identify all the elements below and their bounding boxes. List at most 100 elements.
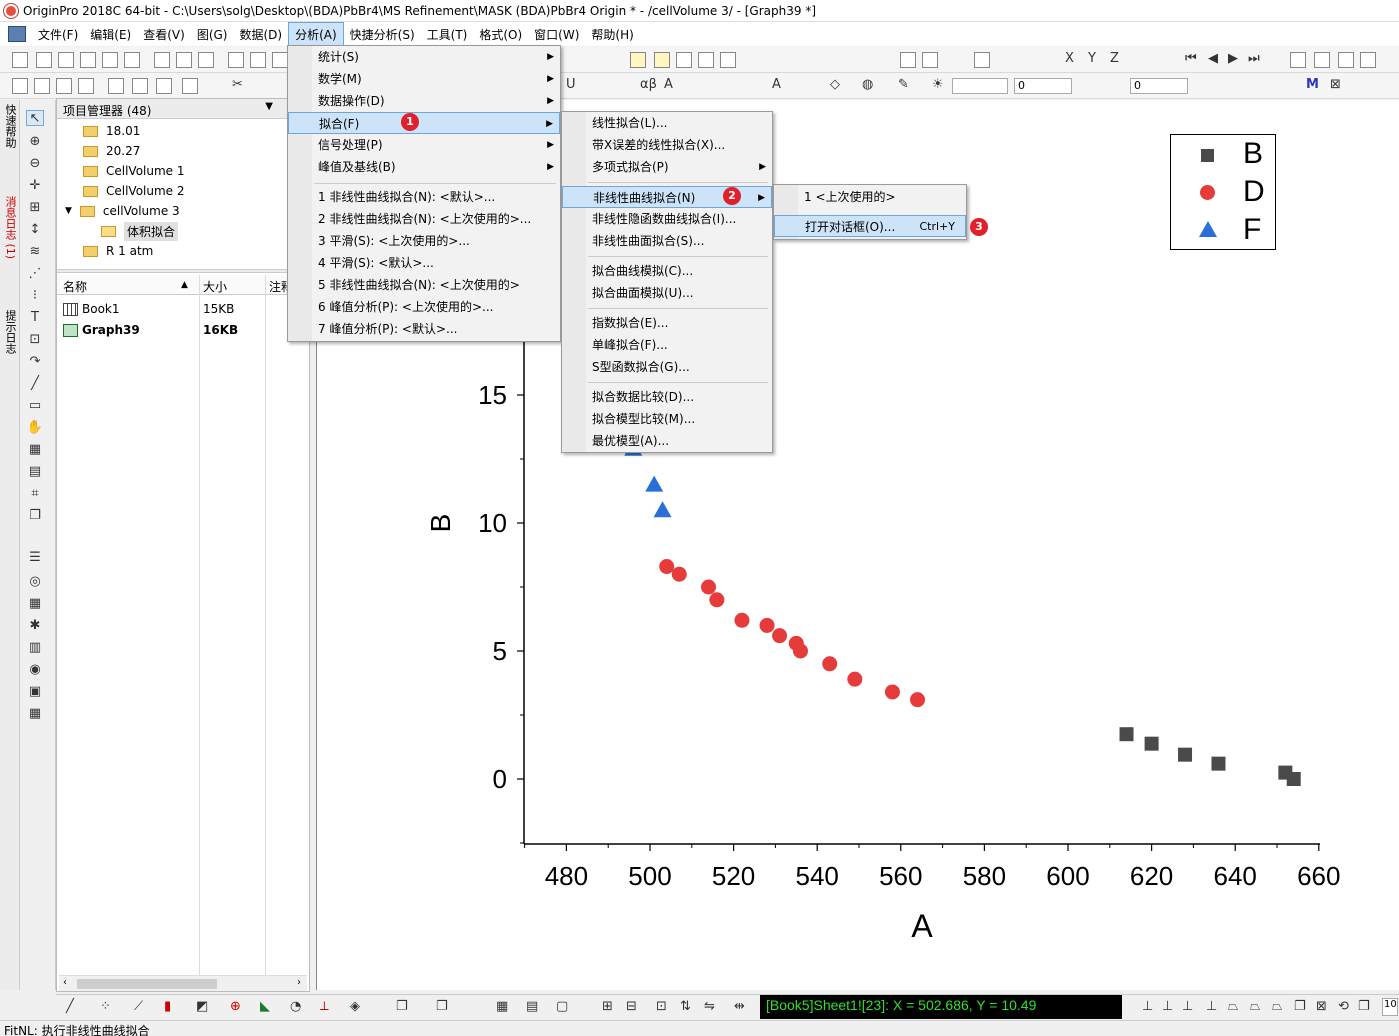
batch-icon[interactable] [108, 78, 124, 94]
filter-icon[interactable] [974, 52, 990, 68]
plugin-icon[interactable] [1290, 52, 1306, 68]
menu-compare-models[interactable]: 拟合模型比较(M)... [592, 412, 696, 426]
menu-quick-analysis[interactable]: 快捷分析(S) [349, 27, 415, 42]
recorder-icon[interactable]: ◉ [29, 662, 41, 677]
3d-plot-icon[interactable]: ◈ [350, 999, 360, 1014]
menu-analysis[interactable]: 分析(A) [288, 21, 344, 47]
import-multiple-icon[interactable] [34, 78, 50, 94]
recent-item[interactable]: 2 非线性曲线拟合(N): <上次使用的>... [318, 212, 532, 226]
menu-signal-processing[interactable]: 信号处理(P) ▶ [318, 138, 554, 152]
new-function-icon[interactable] [154, 52, 170, 68]
last-icon[interactable]: ⏭ [1248, 51, 1260, 66]
move-icon[interactable]: ↕ [29, 222, 41, 237]
layer-icon[interactable]: ❐ [436, 999, 448, 1014]
column-name[interactable]: 名称 [63, 280, 88, 294]
align-icon[interactable]: ⊥ [1182, 999, 1194, 1014]
recent-item[interactable]: 7 峰值分析(P): <默认>... [318, 322, 458, 336]
merge-icon[interactable]: M [1306, 77, 1319, 92]
data-reader-icon[interactable]: ≋ [29, 244, 41, 259]
save-icon[interactable] [272, 52, 288, 68]
menu-exponential-fit[interactable]: 指数拟合(E)... [592, 316, 669, 330]
recent-item[interactable]: 6 峰值分析(P): <上次使用的>... [318, 300, 494, 314]
tab-hint-log[interactable]: 提示日志 [4, 310, 17, 354]
scale-icon[interactable]: ⊞ [29, 200, 41, 215]
apps-icon[interactable] [1360, 52, 1376, 68]
text-tool-icon[interactable]: T [31, 310, 39, 325]
batch-icon[interactable] [132, 78, 148, 94]
tab-message-log[interactable]: 消息日志 (1) [4, 196, 17, 260]
menu-mathematics[interactable]: 数学(M) ▶ [318, 72, 554, 86]
zoom-region-icon[interactable] [654, 52, 670, 68]
import-icon[interactable] [12, 78, 28, 94]
line-tool-icon[interactable]: ╱ [31, 376, 39, 391]
collapse-icon[interactable]: ▼ [265, 101, 273, 112]
x-axis-icon[interactable]: X [1065, 51, 1074, 66]
cut-icon[interactable]: ✂ [232, 77, 243, 92]
scroll-left-icon[interactable]: ‹ [63, 977, 67, 988]
tree-folder-expanded[interactable]: ▼ cellVolume 3 [65, 204, 180, 218]
tree-folder-selected[interactable]: 体积拟合 [101, 221, 179, 241]
data-selector-icon[interactable]: ⁝ [32, 288, 38, 303]
table-icon[interactable]: ▦ [28, 706, 42, 721]
merge-graph-icon[interactable]: ⊞ [602, 999, 613, 1014]
align-icon[interactable]: ⊥ [1142, 999, 1154, 1014]
duplicate-icon[interactable] [182, 78, 198, 94]
star-icon[interactable]: ✱ [29, 618, 41, 633]
line-color-icon[interactable]: ✎ [898, 77, 909, 92]
tree-folder[interactable]: CellVolume 1 [83, 161, 185, 181]
scatter-plot-icon[interactable]: ⁘ [100, 999, 111, 1014]
pointer-icon[interactable]: ↖ [26, 110, 44, 126]
apps-icon[interactable] [1314, 52, 1330, 68]
roi-icon[interactable]: ⌗ [31, 486, 39, 501]
align-icon[interactable]: ⊥ [1162, 999, 1174, 1014]
link-icon[interactable]: ⇋ [704, 999, 715, 1014]
fill-color-icon[interactable]: ◇ [830, 77, 840, 92]
column-size[interactable]: 大小 [203, 280, 228, 294]
new-graph-icon[interactable] [124, 52, 140, 68]
horizontal-scrollbar[interactable]: ‹ › [59, 975, 307, 991]
rotate-icon[interactable]: ⟲ [1338, 999, 1349, 1014]
menu-fitting[interactable]: 拟合(F) ▶ [288, 112, 560, 134]
menu-polynomial-fit[interactable]: 多项式拟合(P) ▶ [592, 160, 766, 174]
copy-icon[interactable]: ❐ [1358, 999, 1370, 1014]
import-wizard-icon[interactable] [56, 78, 72, 94]
menu-open-dialog[interactable]: 打开对话框(O)... Ctrl+Y [774, 215, 966, 237]
break-icon[interactable]: ⇹ [734, 999, 745, 1014]
align-icon[interactable]: ⊥ [1206, 999, 1218, 1014]
menu-simulate-surface[interactable]: 拟合曲面模拟(U)... [592, 286, 694, 300]
resize-icon[interactable]: ⊠ [1316, 999, 1327, 1014]
tree-folder[interactable]: CellVolume 2 [83, 181, 185, 201]
list-icon[interactable]: ☰ [29, 550, 41, 565]
line-width-select[interactable]: 0 [1014, 78, 1072, 94]
curve-icon[interactable]: ↷ [29, 354, 41, 369]
draw-data-icon[interactable]: ⊡ [29, 332, 41, 347]
rectangle-icon[interactable]: ▭ [28, 398, 42, 413]
menu-compare-datasets[interactable]: 拟合数据比较(D)... [592, 390, 695, 404]
line-plot-icon[interactable]: ╱ [66, 999, 74, 1014]
scroll-thumb[interactable] [77, 979, 217, 989]
shape-icon[interactable]: ⏢ [1250, 999, 1261, 1014]
arrange-icon[interactable]: ⊡ [656, 999, 667, 1014]
open-template-icon[interactable] [250, 52, 266, 68]
unmerge-icon[interactable]: ⊠ [1330, 77, 1341, 92]
brightness-icon[interactable]: ☀ [932, 77, 944, 92]
menu-nonlinear-surface-fit[interactable]: 非线性曲面拟合(S)... [592, 234, 705, 248]
menu-peaks-baseline[interactable]: 峰值及基线(B) ▶ [318, 160, 554, 174]
symbol-size-select[interactable]: 0 [1130, 78, 1188, 94]
menu-tools[interactable]: 工具(T) [426, 27, 468, 42]
greek-icon[interactable]: αβ [640, 77, 657, 92]
splitter[interactable] [57, 269, 309, 273]
workbook-icon[interactable] [8, 26, 26, 42]
worksheet-icon[interactable] [676, 52, 692, 68]
menu-single-peak-fit[interactable]: 单峰拟合(F)... [592, 338, 668, 352]
menu-edit[interactable]: 编辑(E) [90, 27, 132, 42]
menu-window[interactable]: 窗口(W) [534, 27, 580, 42]
column-chart-icon[interactable]: ▮ [164, 999, 172, 1014]
folder-icon[interactable]: ▣ [28, 684, 42, 699]
line-style-select[interactable] [952, 78, 1008, 94]
menu-graph[interactable]: 图(G) [196, 27, 228, 42]
menu-nlfit-last-used[interactable]: 1 <上次使用的> [804, 190, 896, 204]
copy-icon[interactable]: ❐ [29, 508, 41, 523]
template-icon[interactable]: ▤ [526, 999, 539, 1014]
shape-icon[interactable]: ⏢ [1272, 999, 1283, 1014]
